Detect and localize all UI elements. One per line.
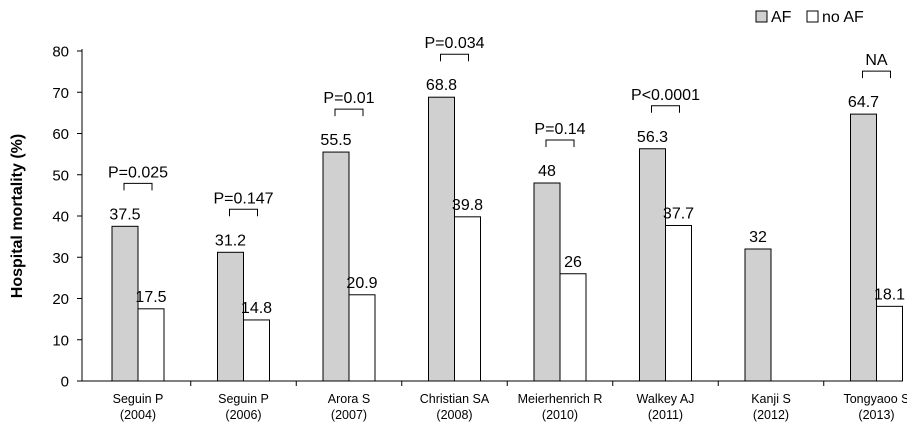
p-value-label: P=0.034 xyxy=(424,35,484,52)
significance-bracket xyxy=(862,70,891,79)
value-label: 68.8 xyxy=(426,77,457,94)
y-tick-label: 80 xyxy=(52,44,69,61)
x-category-year: (2012) xyxy=(753,408,789,422)
significance-bracket xyxy=(229,208,258,217)
value-label: 37.7 xyxy=(663,205,694,222)
legend-label: no AF xyxy=(822,9,864,26)
bar-af xyxy=(850,113,877,382)
bar-af xyxy=(111,225,139,382)
legend: AF no AF xyxy=(755,9,864,26)
x-category-year: (2007) xyxy=(331,408,367,422)
p-value-label: P<0.0001 xyxy=(631,87,700,104)
bar-af xyxy=(428,96,455,382)
value-label: 20.9 xyxy=(346,275,377,292)
value-label: 18.1 xyxy=(874,286,905,303)
value-label: 48 xyxy=(538,163,556,180)
x-category-year: (2004) xyxy=(120,408,156,422)
bar-no-af xyxy=(137,308,165,382)
x-category-year: (2011) xyxy=(648,408,683,422)
y-tick-label: 50 xyxy=(52,167,69,184)
x-category-year: (2010) xyxy=(542,408,578,422)
bar-no-af xyxy=(876,305,903,382)
x-category-label: Meierhenrich R xyxy=(518,392,603,406)
value-label: 31.2 xyxy=(215,232,246,249)
p-value-label: P=0.147 xyxy=(213,190,273,207)
x-axis: Seguin P (2004) Seguin P (2006) Arora S (2007… xyxy=(82,380,907,422)
p-value-label: P=0.025 xyxy=(108,164,168,181)
y-tick-label: 60 xyxy=(52,126,69,143)
x-category-label: Kanji S xyxy=(751,392,791,406)
value-label: 32 xyxy=(749,229,767,246)
value-label: 39.8 xyxy=(452,197,483,214)
value-label: 17.5 xyxy=(135,289,166,306)
p-value-label: P=0.01 xyxy=(323,90,374,107)
bar-no-af xyxy=(348,294,376,382)
y-tick-label: 20 xyxy=(52,291,69,308)
bar-af xyxy=(217,251,244,382)
x-category-label: Arora S xyxy=(328,392,370,406)
y-tick-label: 0 xyxy=(61,374,69,391)
value-label: 14.8 xyxy=(241,300,272,317)
x-category-label: Tongyaoo S xyxy=(843,392,907,406)
x-category-label: Seguin P xyxy=(218,392,269,406)
y-axis: 0 10 20 30 40 50 60 70 80 Hospital mortality (%) xyxy=(9,44,83,391)
value-label: 37.5 xyxy=(109,206,140,223)
significance-bracket xyxy=(123,182,153,191)
x-category-year: (2008) xyxy=(436,408,472,422)
y-axis-title: Hospital mortality (%) xyxy=(9,134,26,298)
legend-label: AF xyxy=(771,9,792,26)
significance-bracket xyxy=(651,105,680,113)
bar-af xyxy=(744,248,772,382)
y-tick-label: 10 xyxy=(52,332,69,349)
bars: 37.5 17.5 31.2 14.8 55.5 20.9 68.8 39.8 48 26 56.3… xyxy=(109,77,905,382)
x-category-label: Walkey AJ xyxy=(637,392,695,406)
y-tick-label: 30 xyxy=(52,250,69,267)
x-category-label: Christian SA xyxy=(420,392,490,406)
x-category-year: (2006) xyxy=(225,408,261,422)
y-tick-label: 70 xyxy=(52,85,69,102)
bar-no-af xyxy=(454,216,481,382)
p-value-label: NA xyxy=(865,52,888,69)
bar-no-af xyxy=(559,273,587,382)
x-category-year: (2013) xyxy=(858,408,894,422)
value-label: 26 xyxy=(564,254,582,271)
y-tick-label: 40 xyxy=(52,209,69,226)
value-label: 64.7 xyxy=(848,94,879,111)
significance-bracket xyxy=(545,139,575,147)
significance-bracket xyxy=(440,53,469,62)
value-label: 56.3 xyxy=(637,129,668,146)
bar-af xyxy=(322,151,350,382)
significance-bracket xyxy=(334,108,364,117)
bar-af xyxy=(639,148,666,382)
value-label: 55.5 xyxy=(320,132,351,149)
legend-swatch-no-af xyxy=(806,10,819,23)
bar-no-af xyxy=(243,319,270,382)
p-value-label: P=0.14 xyxy=(534,121,585,138)
bar-af xyxy=(533,182,561,382)
annotations: P=0.025 P=0.147 P=0.01 P=0.034 P=0.14 P<0.000… xyxy=(108,35,891,217)
bar-no-af xyxy=(665,224,692,382)
legend-swatch-af xyxy=(755,10,768,23)
x-category-label: Seguin P xyxy=(113,392,164,406)
